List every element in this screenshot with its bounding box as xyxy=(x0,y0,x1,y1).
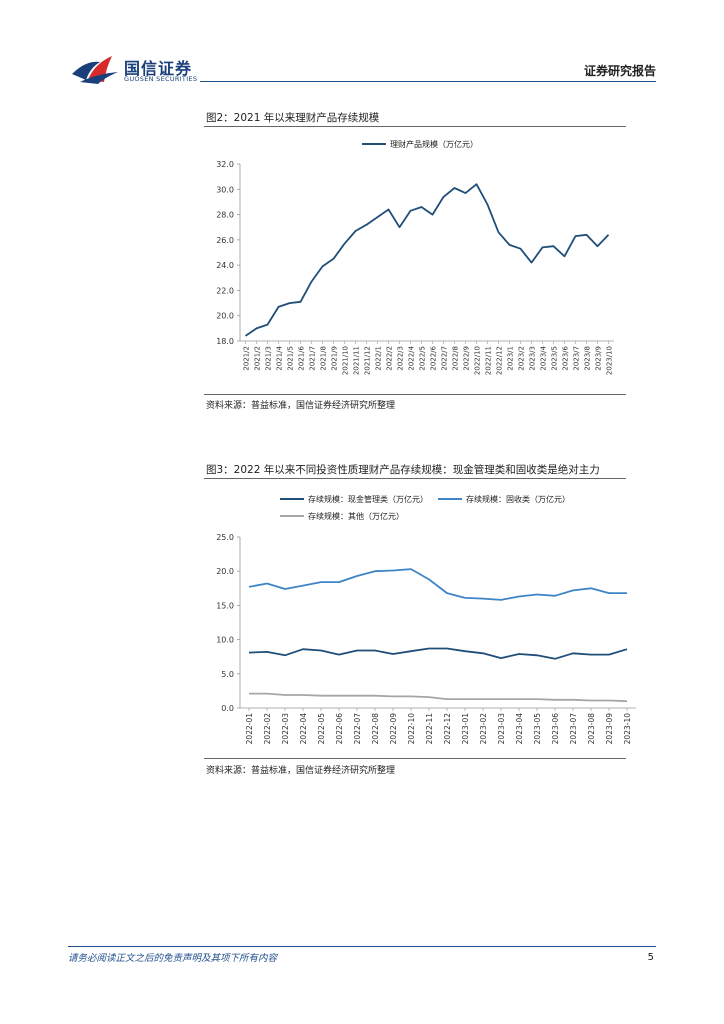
x-tick-label: 2023/1 xyxy=(507,346,515,371)
x-tick-label: 2021/3 xyxy=(265,346,273,371)
y-tick-label: 30.0 xyxy=(216,185,234,194)
y-tick-label: 32.0 xyxy=(216,160,234,169)
x-tick-label: 2023-07 xyxy=(569,713,578,745)
y-tick-label: 18.0 xyxy=(216,337,234,346)
x-tick-label: 2021/11 xyxy=(353,346,361,375)
footer-disclaimer: 请务必阅读正文之后的免责声明及其项下所有内容 xyxy=(68,953,278,964)
y-tick-label: 25.0 xyxy=(216,533,234,542)
x-tick-label: 2023/6 xyxy=(562,345,570,370)
y-tick-label: 28.0 xyxy=(216,211,234,220)
x-tick-label: 2022/8 xyxy=(452,346,460,371)
header-divider xyxy=(200,81,656,82)
y-tick-label: 5.0 xyxy=(221,670,234,679)
x-tick-label: 2022/11 xyxy=(485,346,493,375)
x-tick-label: 2023/9 xyxy=(595,346,603,371)
y-tick-label: 20.0 xyxy=(216,312,234,321)
x-tick-label: 2023-06 xyxy=(551,713,560,745)
y-tick-label: 26.0 xyxy=(216,236,234,245)
figure-3-bottom-rule xyxy=(204,758,626,759)
x-tick-label: 2022/9 xyxy=(463,346,471,371)
x-tick-label: 2023-02 xyxy=(479,713,488,745)
x-tick-label: 2022-08 xyxy=(371,713,380,745)
x-tick-label: 2023/2 xyxy=(518,346,526,371)
x-tick-label: 2022-07 xyxy=(353,713,362,745)
legend-label-1: 理财产品规模（万亿元） xyxy=(390,139,478,149)
x-tick-label: 2021/6 xyxy=(298,345,306,370)
footer-divider xyxy=(68,946,656,947)
figure-3-title: 图3：2022 年以来不同投资性质理财产品存续规模：现金管理类和固收类是绝对主力 xyxy=(206,464,600,476)
x-tick-label: 2022-05 xyxy=(317,713,326,745)
y-tick-label: 10.0 xyxy=(216,636,234,645)
y-tick-label: 20.0 xyxy=(216,567,234,576)
x-tick-label: 2023/4 xyxy=(540,345,548,370)
series-line-1 xyxy=(244,183,610,337)
x-tick-label: 2022-06 xyxy=(335,713,344,745)
y-tick-label: 22.0 xyxy=(216,286,234,295)
x-tick-label: 2023/7 xyxy=(573,346,581,371)
x-tick-label: 2023/8 xyxy=(584,346,592,371)
x-tick-label: 2022/7 xyxy=(441,346,449,371)
x-tick-label: 2021/12 xyxy=(364,346,372,375)
x-tick-label: 2022-11 xyxy=(425,713,434,745)
x-tick-label: 2021/10 xyxy=(342,346,350,375)
x-tick-label: 2021/9 xyxy=(331,346,339,371)
y-tick-label: 0.0 xyxy=(221,704,234,713)
x-tick-label: 2022/4 xyxy=(408,345,416,370)
page-number: 5 xyxy=(647,952,654,963)
x-tick-label: 2023-10 xyxy=(623,713,632,745)
legend-label-2: 存续规模：固收类（万亿元） xyxy=(466,494,570,504)
legend-label-3: 存续规模：其他（万亿元） xyxy=(308,511,404,521)
x-tick-label: 2021/7 xyxy=(309,346,317,371)
x-tick-label: 2022/5 xyxy=(419,346,427,371)
x-tick-label: 2021/4 xyxy=(276,345,284,370)
series-line-2 xyxy=(248,568,627,601)
x-tick-label: 2021/2 xyxy=(243,346,251,371)
x-tick-label: 2023-01 xyxy=(461,713,470,745)
x-tick-label: 2021/2 xyxy=(254,346,262,371)
x-tick-label: 2022/1 xyxy=(375,346,383,371)
x-tick-label: 2023-05 xyxy=(533,713,542,745)
x-tick-label: 2023-08 xyxy=(587,713,596,745)
x-tick-label: 2022-01 xyxy=(245,713,254,745)
figure-2-source: 资料来源：普益标准，国信证券经济研究所整理 xyxy=(206,401,396,411)
x-tick-label: 2022-04 xyxy=(299,713,308,745)
logo-text-cn: 国信证券 xyxy=(124,59,193,78)
report-type-label: 证券研究报告 xyxy=(583,64,656,78)
x-tick-label: 2021/5 xyxy=(287,346,295,371)
x-tick-label: 2022/6 xyxy=(430,345,438,370)
series-line-3 xyxy=(249,692,628,703)
x-tick-label: 2021/8 xyxy=(320,346,328,371)
x-tick-label: 2023/5 xyxy=(551,346,559,371)
x-tick-label: 2022-03 xyxy=(281,713,290,745)
y-tick-label: 15.0 xyxy=(216,601,234,610)
x-tick-label: 2023/10 xyxy=(606,346,614,375)
y-tick-label: 24.0 xyxy=(216,261,234,270)
figure-2-bottom-rule xyxy=(204,394,626,395)
figure-3-source: 资料来源：普益标准，国信证券经济研究所整理 xyxy=(206,766,396,776)
x-tick-label: 2022/12 xyxy=(496,346,504,375)
logo-text-en: GUOSEN SECURITIES xyxy=(124,75,198,83)
x-tick-label: 2022-02 xyxy=(263,713,272,745)
x-tick-label: 2023-09 xyxy=(605,713,614,745)
x-tick-label: 2023-03 xyxy=(497,713,506,745)
x-tick-label: 2022/10 xyxy=(474,346,482,375)
x-tick-label: 2022/2 xyxy=(386,346,394,371)
x-tick-label: 2022-10 xyxy=(407,713,416,745)
figure-2-title: 图2：2021 年以来理财产品存续规模 xyxy=(206,112,380,124)
x-tick-label: 2023-04 xyxy=(515,713,524,745)
figure-3-chart: 0.0 5.0 10.0 15.0 20.0 25.0 2022-01 2022-02 2022… xyxy=(216,494,636,745)
x-tick-label: 2022/3 xyxy=(397,346,405,371)
x-tick-label: 2023/3 xyxy=(529,346,537,371)
x-tick-label: 2022-09 xyxy=(389,713,398,745)
legend-label-1: 存续规模：现金管理类（万亿元） xyxy=(308,494,428,504)
x-tick-label: 2022-12 xyxy=(443,713,452,745)
series-line-1 xyxy=(248,647,628,660)
figure-3-top-rule xyxy=(204,478,626,479)
figure-2-top-rule xyxy=(204,126,626,127)
guosen-logo-icon xyxy=(72,56,118,84)
